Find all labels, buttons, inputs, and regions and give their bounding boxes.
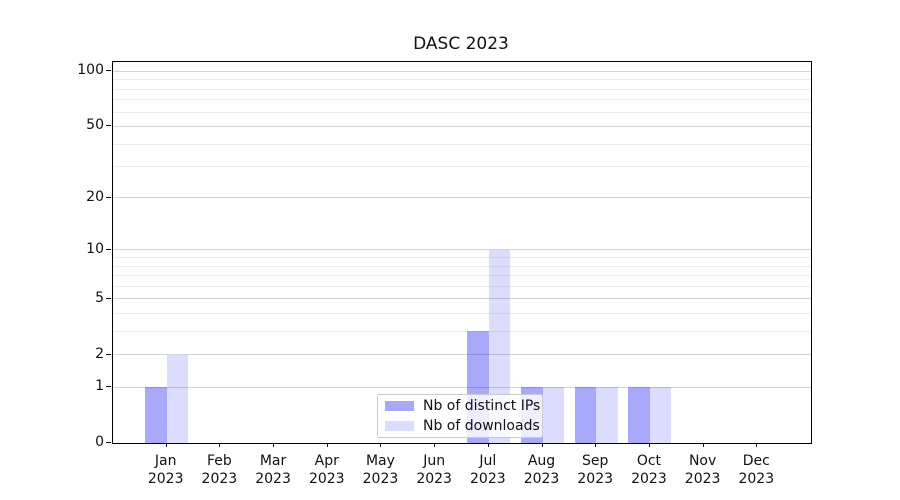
bar-downloads — [596, 387, 618, 443]
x-tick-label: Mar 2023 — [255, 453, 291, 487]
grid-line-minor — [113, 312, 811, 314]
y-tick-label: 2 — [95, 345, 104, 362]
grid-line-minor — [113, 143, 811, 145]
plot-area — [112, 61, 812, 444]
grid-line-major — [113, 197, 811, 199]
bar-distinct-ips — [145, 387, 167, 443]
y-tick-mark — [106, 442, 111, 443]
legend-label: Nb of downloads — [423, 418, 540, 434]
y-tick-mark — [106, 70, 111, 72]
x-tick-mark — [165, 443, 167, 447]
bar-distinct-ips — [628, 387, 650, 443]
grid-line-minor — [113, 99, 811, 101]
x-tick-label: Dec 2023 — [738, 453, 775, 487]
x-tick-label: Jan 2023 — [147, 453, 184, 487]
legend-label: Nb of distinct IPs — [423, 398, 541, 414]
grid-line-major — [113, 249, 811, 251]
legend-item-downloads: Nb of downloads — [385, 418, 542, 435]
y-tick-label: 20 — [86, 188, 104, 205]
x-tick-mark — [595, 443, 597, 447]
x-tick-mark — [380, 443, 382, 447]
y-tick-mark — [106, 125, 111, 127]
y-tick-mark — [106, 353, 111, 355]
x-tick-mark — [434, 443, 436, 447]
grid-line-minor — [113, 79, 811, 81]
grid-line-minor — [113, 285, 811, 287]
y-tick-label: 10 — [86, 240, 104, 257]
x-tick-mark — [648, 443, 650, 447]
x-tick-label: Aug 2023 — [523, 453, 560, 487]
x-tick-label: Oct 2023 — [631, 453, 667, 487]
legend: Nb of distinct IPs Nb of downloads — [377, 394, 543, 438]
y-tick-label: 1 — [95, 378, 104, 395]
bar-downloads — [166, 354, 189, 443]
x-tick-label: Jul 2023 — [470, 453, 506, 487]
grid-line-minor — [113, 275, 811, 277]
y-tick-mark — [106, 196, 111, 198]
x-tick-label: Feb 2023 — [201, 453, 238, 487]
grid-line-minor — [113, 265, 811, 267]
x-tick-mark — [326, 443, 328, 447]
x-tick-mark — [541, 443, 543, 447]
x-tick-label: Nov 2023 — [684, 453, 721, 487]
chart-title: DASC 2023 — [413, 34, 509, 54]
y-tick-mark — [106, 297, 111, 299]
x-tick-label: Jun 2023 — [416, 453, 452, 487]
grid-line-major — [113, 354, 811, 356]
x-tick-mark — [219, 443, 221, 447]
grid-line-minor — [113, 166, 811, 168]
x-tick-mark — [702, 443, 704, 447]
downloads-swatch-icon — [385, 421, 414, 431]
grid-line-minor — [113, 111, 811, 113]
y-tick-label: 50 — [86, 117, 104, 134]
y-tick-mark — [106, 248, 111, 250]
grid-line-major — [113, 386, 811, 388]
distinct-ips-swatch-icon — [385, 401, 414, 411]
x-tick-label: Sep 2023 — [577, 453, 614, 487]
y-tick-mark — [106, 386, 111, 388]
x-tick-mark — [273, 443, 275, 447]
legend-item-distinct-ips: Nb of distinct IPs — [385, 398, 542, 415]
x-tick-mark — [487, 443, 489, 447]
y-tick-label: 100 — [77, 62, 104, 79]
x-tick-label: Apr 2023 — [308, 453, 345, 487]
x-tick-label: May 2023 — [362, 453, 399, 487]
bar-downloads — [649, 387, 672, 443]
grid-line-major — [113, 298, 811, 300]
grid-line-major — [113, 70, 811, 72]
bar-downloads — [542, 387, 564, 443]
y-tick-label: 5 — [95, 289, 104, 306]
x-tick-mark — [756, 443, 758, 447]
y-tick-label: 0 — [95, 434, 104, 450]
grid-line-major — [113, 125, 811, 127]
grid-line-minor — [113, 257, 811, 259]
grid-line-minor — [113, 88, 811, 90]
grid-line-minor — [113, 330, 811, 332]
bar-distinct-ips — [574, 387, 597, 443]
